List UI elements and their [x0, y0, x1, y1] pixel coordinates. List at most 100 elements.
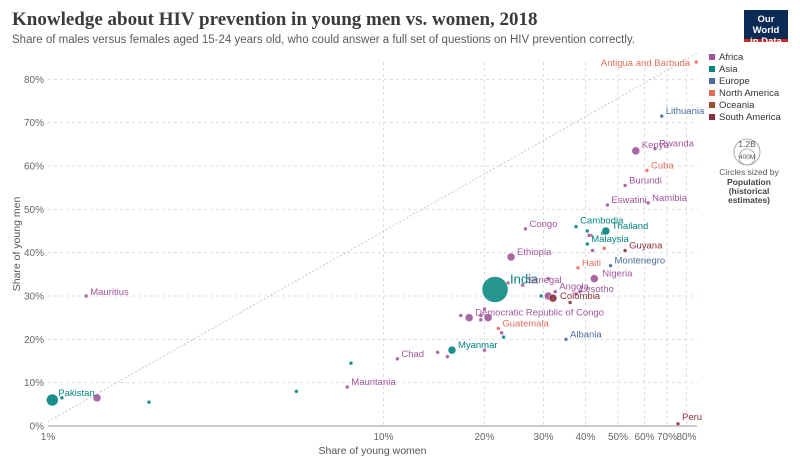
label-burundi: Burundi [629, 176, 662, 187]
data-point[interactable] [601, 246, 607, 251]
data-point[interactable] [567, 300, 573, 305]
label-haiti: Haiti [582, 258, 601, 269]
y-tick-label: 60% [24, 162, 44, 173]
data-point-mauritania[interactable] [345, 384, 350, 390]
data-point-pakistan[interactable] [46, 393, 59, 407]
chart-title: Knowledge about HIV prevention in young … [12, 9, 538, 30]
data-point[interactable] [482, 306, 487, 312]
data-point[interactable] [482, 347, 487, 353]
data-point-colombia[interactable] [548, 293, 558, 303]
logo-line-2: in Data [750, 36, 782, 47]
label-myanmar: Myanmar [458, 340, 498, 351]
x-tick-label: 1% [41, 432, 56, 443]
data-point-eswatini[interactable] [605, 202, 610, 208]
data-point[interactable] [445, 354, 450, 359]
data-point-antigua-and-barbuda[interactable] [693, 59, 699, 65]
y-tick-label: 10% [24, 378, 44, 389]
label-lesotho: Lesotho [580, 284, 614, 295]
data-point-namibia[interactable] [645, 200, 651, 206]
data-point-malaysia[interactable] [585, 241, 590, 247]
legend-label-africa[interactable]: Africa [719, 52, 744, 63]
data-point-nigeria[interactable] [590, 274, 599, 283]
label-ethiopia: Ethiopia [517, 247, 552, 258]
data-point-angola[interactable] [552, 289, 558, 294]
legend-label-europe[interactable]: Europe [719, 76, 750, 87]
data-point[interactable] [478, 313, 484, 318]
legend-label-south-america[interactable]: South America [719, 112, 781, 123]
data-point-mauritius[interactable] [83, 293, 89, 299]
data-point-myanmar[interactable] [447, 345, 457, 355]
x-axis-label: Share of young women [319, 445, 427, 457]
data-point-haiti[interactable] [575, 265, 581, 271]
owid-logo[interactable]: Our World in Data [744, 10, 788, 47]
label-congo: Congo [529, 219, 557, 230]
logo-line-1: Our World [752, 14, 780, 36]
data-point[interactable] [499, 330, 504, 336]
data-point[interactable] [546, 276, 551, 281]
data-point[interactable] [577, 289, 583, 294]
x-tick-label: 10% [373, 432, 393, 443]
data-point[interactable] [458, 313, 464, 318]
label-chad: Chad [401, 349, 424, 360]
x-tick-label: 60% [635, 432, 655, 443]
data-point[interactable] [501, 334, 506, 340]
data-point-lesotho[interactable] [573, 291, 579, 297]
data-point-lithuania[interactable] [659, 113, 664, 119]
size-legend-title-1: Population [727, 177, 771, 187]
data-point-chad[interactable] [395, 356, 400, 362]
data-point[interactable] [478, 317, 484, 323]
x-tick-label: 80% [676, 432, 696, 443]
y-tick-label: 50% [24, 205, 44, 216]
data-point-senegal[interactable] [520, 282, 525, 288]
legend-swatch-africa [709, 54, 715, 60]
data-point[interactable] [348, 360, 354, 366]
data-point-montenegro[interactable] [608, 263, 613, 268]
data-point-thailand[interactable] [601, 226, 611, 236]
data-point-cuba[interactable] [644, 168, 650, 173]
x-axis-ticks: 1% 10% 20% 30% 40% 50% 60% 70% 80% [41, 432, 697, 443]
data-point[interactable] [585, 228, 590, 234]
data-point[interactable] [294, 389, 299, 394]
label-guyana: Guyana [629, 241, 663, 252]
data-point[interactable] [146, 399, 152, 405]
legend-label-oceania[interactable]: Oceania [719, 100, 755, 111]
size-legend-title-2: (historical [729, 186, 770, 196]
x-tick-label: 50% [608, 432, 628, 443]
data-point-guatemala[interactable] [496, 326, 501, 331]
size-legend-title-3: estimates) [728, 195, 770, 205]
data-point[interactable] [435, 350, 440, 355]
data-point[interactable] [590, 248, 595, 253]
label-pakistan: Pakistan [58, 388, 94, 399]
label-colombia: Colombia [560, 291, 601, 302]
legend-label-north-america[interactable]: North America [719, 88, 780, 99]
size-legend-caption: Circles sized by [719, 167, 779, 177]
data-point[interactable] [59, 395, 65, 401]
data-point[interactable] [538, 293, 544, 299]
data-point[interactable] [483, 313, 493, 322]
label-eswatini: Eswatini [611, 195, 646, 206]
data-point-burundi[interactable] [622, 183, 628, 188]
data-point-albania[interactable] [563, 337, 569, 342]
size-legend-small-label: 400M [739, 154, 755, 161]
data-point[interactable] [92, 393, 102, 403]
data-point-india[interactable] [481, 276, 509, 303]
data-point[interactable] [586, 233, 592, 238]
data-point-congo[interactable] [523, 226, 528, 232]
data-point-peru[interactable] [675, 421, 681, 427]
label-mauritius: Mauritius [90, 287, 129, 298]
data-point-democratic-republic-of-congo[interactable] [464, 313, 474, 322]
y-tick-label: 20% [24, 335, 44, 346]
data-point-kenya[interactable] [631, 146, 641, 156]
data-point-guyana[interactable] [622, 248, 628, 253]
legend-swatch-asia [709, 66, 715, 72]
size-legend: 1.2B 400M Circles sized by Population (h… [719, 138, 780, 205]
data-point-ethiopia[interactable] [506, 252, 516, 262]
y-tick-label: 0% [30, 422, 45, 433]
data-point-rwanda[interactable] [652, 146, 658, 151]
y-axis-ticks: 0% 10% 20% 30% 40% 50% 60% 70% 80% [24, 75, 44, 433]
legend-label-asia[interactable]: Asia [719, 64, 738, 75]
data-point-cambodia[interactable] [573, 224, 579, 229]
label-lithuania: Lithuania [666, 106, 705, 117]
